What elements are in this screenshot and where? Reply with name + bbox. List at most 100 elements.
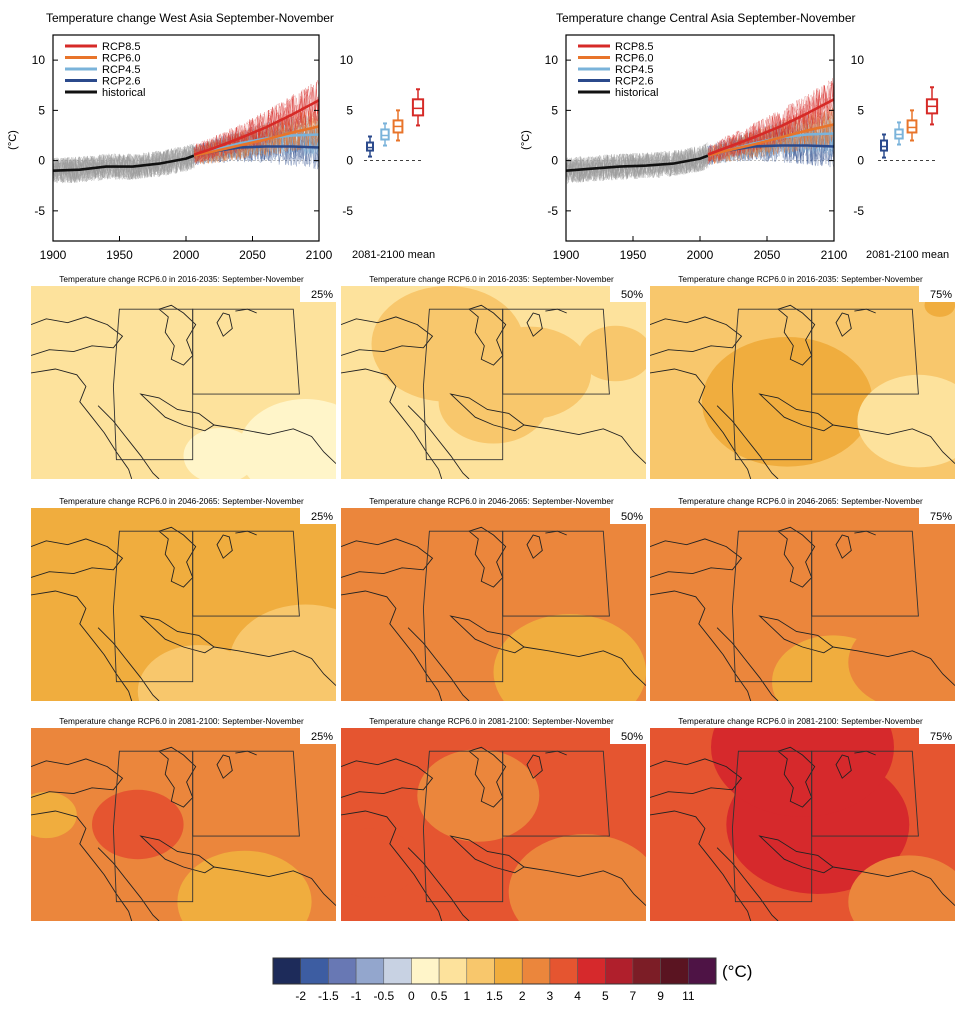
map-contour <box>116 311 178 358</box>
region-box-west-asia <box>731 308 813 461</box>
coastline <box>341 316 434 356</box>
coastline <box>341 368 443 479</box>
map-panel: 75% <box>650 286 955 479</box>
box-panel <box>878 86 939 162</box>
coastline <box>523 866 646 906</box>
member-line <box>193 115 319 163</box>
percentile-badge <box>610 728 646 744</box>
coastline <box>31 538 124 578</box>
coastline <box>158 526 197 588</box>
y-tick-label: 5 <box>551 103 558 117</box>
member-line <box>193 126 319 167</box>
colorbar-swatch <box>549 957 578 985</box>
coastline <box>216 754 233 779</box>
member-line <box>193 127 319 167</box>
legend-label: RCP4.5 <box>102 64 141 76</box>
map-title: Temperature change RCP6.0 in 2081-2100: … <box>59 716 304 726</box>
coastline <box>468 304 507 366</box>
map-contour <box>238 399 336 479</box>
x-tick-label: 2000 <box>173 248 200 262</box>
member-line <box>193 115 319 165</box>
y-tick-label-right: 5 <box>346 103 353 117</box>
colorbar-swatch <box>521 957 551 985</box>
coastline <box>835 754 852 779</box>
colorbar-tick-label: 1 <box>463 989 470 1003</box>
map-title: Temperature change RCP6.0 in 2016-2035: … <box>678 274 923 284</box>
historical-member-line <box>566 146 709 182</box>
percentile-badge <box>610 286 646 302</box>
coastline <box>97 405 160 479</box>
coastline <box>97 627 160 701</box>
ts-marks <box>53 80 319 184</box>
box-rcp26 <box>366 135 374 158</box>
map-title: Temperature change RCP6.0 in 2081-2100: … <box>678 716 923 726</box>
map-contour <box>701 337 873 467</box>
percentile-label: 50% <box>621 731 643 743</box>
coastline <box>158 746 197 808</box>
member-line <box>707 86 834 161</box>
box-rcp45 <box>380 122 390 147</box>
colorbar-swatch <box>355 957 385 985</box>
percentile-badge <box>300 508 336 524</box>
x-tick-label: 1950 <box>620 248 647 262</box>
mean-label: 2081-2100 mean <box>866 249 949 261</box>
colorbar-tick-label: 9 <box>657 989 664 1003</box>
coastline <box>407 847 470 921</box>
member-line <box>707 113 834 163</box>
member-line <box>707 126 834 169</box>
coastline <box>341 590 443 701</box>
x-tick-label: 1900 <box>553 248 580 262</box>
timeseries-central-asia: Temperature change Central Asia Septembe… <box>520 11 949 262</box>
legend-label: RCP8.5 <box>615 41 654 53</box>
coastline <box>835 534 852 559</box>
mean-label: 2081-2100 mean <box>352 249 435 261</box>
coastline <box>650 316 743 356</box>
coastline <box>31 758 124 798</box>
region-box-west-asia <box>112 530 194 683</box>
colorbar-tick-label: 3 <box>547 989 554 1003</box>
map-title: Temperature change RCP6.0 in 2046-2065: … <box>59 496 304 506</box>
region-box-west-asia <box>731 750 813 903</box>
legend-label: RCP8.5 <box>102 41 141 53</box>
mean-line <box>566 154 709 172</box>
coastline <box>716 847 779 921</box>
colorbar-swatch <box>272 957 301 985</box>
colorbar: -2 -1.5 -1 -0.5 0 0.5 1 1.5 2 3 4 5 7 9 11 <box>272 957 717 1003</box>
mean-line <box>193 125 319 157</box>
percentile-label: 50% <box>621 511 643 523</box>
percentile-label: 50% <box>621 289 643 301</box>
colorbar-swatch <box>577 957 606 985</box>
member-line <box>193 117 319 162</box>
coastline <box>449 835 525 874</box>
map-panel: 75% <box>650 728 955 921</box>
y-tick-label-right: -5 <box>342 204 353 218</box>
coastline <box>650 810 752 921</box>
map-contour <box>493 614 646 701</box>
coastline <box>523 646 646 686</box>
box-rcp85 <box>411 88 425 127</box>
coastline <box>716 627 779 701</box>
coastline <box>777 304 816 366</box>
percentile-label: 25% <box>311 511 333 523</box>
member-line <box>707 109 834 164</box>
region-box-west-asia <box>422 530 504 683</box>
member-line <box>193 118 319 165</box>
map-contour <box>438 360 549 444</box>
colorbar-tick-label: 5 <box>602 989 609 1003</box>
coastline <box>407 405 470 479</box>
member-line <box>707 81 834 165</box>
y-tick-label-right: -5 <box>853 204 864 218</box>
x-tick-label: 1950 <box>106 248 133 262</box>
y-axis-label: (°C) <box>520 130 532 150</box>
region-box-west-asia <box>112 750 194 903</box>
coastline <box>523 424 646 464</box>
colorbar-unit: (°C) <box>722 962 752 981</box>
region-box-central-asia <box>811 750 919 837</box>
member-line <box>707 113 834 164</box>
map-panel: 25% <box>31 508 336 701</box>
member-line <box>707 110 834 164</box>
colorbar-tick-label: -2 <box>295 989 306 1003</box>
coastline <box>832 646 955 686</box>
map-contour <box>92 789 184 860</box>
